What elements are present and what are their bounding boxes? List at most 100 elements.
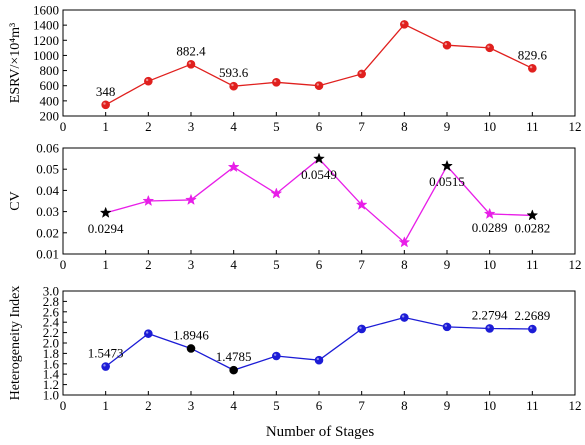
cv-data-point [483, 207, 496, 219]
cv-x-tick-label: 10 [483, 257, 496, 272]
esrv-y-tick-label: 200 [40, 109, 60, 124]
heterogeneity-x-tick-label: 12 [569, 398, 582, 413]
esrv-y-tick-label: 400 [40, 93, 60, 108]
heterogeneity-panel: 0 1 2 3 4 5 6 7 8 9 10 11 121.01.21.41.61.82.02.22.4… [8, 284, 582, 414]
heterogeneity-data-label: 2.2794 [472, 307, 508, 322]
esrv-data-point [144, 76, 153, 86]
cv-x-tick-label: 0 [60, 257, 67, 272]
heterogeneity-y-tick-label: 1.2 [43, 377, 59, 392]
cv-data-point [99, 206, 112, 218]
esrv-plot-frame [62, 9, 576, 117]
esrv-data-point [186, 60, 196, 69]
cv-x-tick-label: 4 [230, 257, 237, 272]
esrv-data-label: 882.4 [176, 43, 206, 58]
esrv-data-point-highlight [188, 61, 191, 65]
heterogeneity-y-axis-label: Heterogeneity Index [8, 286, 23, 401]
esrv-y-tick-label: 1400 [33, 18, 59, 33]
esrv-data-point [357, 69, 366, 79]
esrv-data-label: 829.6 [518, 47, 548, 62]
esrv-data-point-highlight [316, 83, 319, 86]
cv-x-tick-label: 3 [188, 257, 195, 272]
cv-x-tick-label: 6 [316, 257, 323, 272]
cv-x-tick-label: 7 [358, 257, 365, 272]
cv-x-tick-label: 9 [444, 257, 451, 272]
heterogeneity-y-tick-label: 2.4 [43, 315, 60, 330]
esrv-data-point-highlight [273, 79, 277, 83]
cv-data-label: 0.0515 [429, 174, 465, 189]
cv-y-tick-label: 0.06 [36, 141, 59, 156]
esrv-y-axis-label: ESRV/×10⁴m³ [8, 23, 23, 103]
cv-data-point [355, 198, 368, 210]
esrv-data-point-highlight [103, 102, 106, 105]
esrv-x-tick-label: 1 [102, 119, 109, 134]
cv-y-tick-label: 0.01 [36, 247, 59, 262]
esrv-data-point-highlight [444, 42, 447, 46]
cv-data-point [270, 187, 283, 199]
heterogeneity-x-tick-label: 10 [483, 398, 496, 413]
heterogeneity-data-point [485, 324, 494, 333]
cv-ticks: 0 1 2 3 4 5 6 7 8 9 10 11 120.010.020.030.040.050.06 [36, 141, 581, 273]
cv-data-label: 0.0294 [88, 221, 124, 236]
heterogeneity-data-point-highlight [487, 326, 490, 329]
heterogeneity-x-tick-label: 1 [102, 398, 109, 413]
cv-data-point [313, 152, 325, 164]
heterogeneity-data-point-highlight [401, 315, 405, 318]
heterogeneity-y-tick-label: 1.6 [43, 356, 60, 371]
esrv-data-label: 593.6 [219, 65, 249, 80]
heterogeneity-data-point [101, 362, 110, 371]
esrv-x-tick-label: 12 [569, 119, 582, 134]
cv-data-labels: 0.0294 0.0549 0.0515 0.0289 0.0282 [88, 167, 550, 236]
cv-data-point [185, 193, 197, 205]
cv-data-label: 0.0282 [514, 220, 550, 235]
esrv-x-tick-label: 0 [60, 119, 67, 134]
esrv-y-tick-label: 800 [40, 63, 60, 78]
heterogeneity-data-point-highlight [273, 353, 277, 356]
esrv-ticks: 0 1 2 3 4 5 6 7 8 9 10 11 12200400600800100012001400… [33, 3, 582, 135]
cv-x-tick-label: 2 [145, 257, 152, 272]
heterogeneity-x-tick-label: 8 [401, 398, 408, 413]
heterogeneity-data-point-highlight [529, 326, 533, 330]
heterogeneity-x-tick-label: 9 [444, 398, 451, 413]
esrv-x-tick-label: 11 [526, 119, 539, 134]
heterogeneity-data-point [229, 365, 238, 375]
esrv-y-tick-label: 600 [40, 78, 60, 93]
heterogeneity-data-point [314, 355, 324, 365]
heterogeneity-data-point-highlight [145, 331, 149, 334]
heterogeneity-ticks: 0 1 2 3 4 5 6 7 8 9 10 11 121.01.21.41.61.82.02.22.4… [43, 284, 582, 414]
cv-data-point [398, 236, 411, 248]
heterogeneity-y-tick-label: 1.4 [43, 367, 60, 382]
esrv-y-tick-label: 1000 [33, 48, 59, 63]
esrv-data-point [528, 64, 537, 73]
esrv-x-tick-label: 5 [273, 119, 280, 134]
heterogeneity-data-point [272, 351, 281, 361]
cv-x-tick-label: 8 [401, 257, 408, 272]
esrv-data-point-highlight [401, 21, 405, 25]
heterogeneity-data-point-highlight [316, 357, 319, 361]
heterogeneity-y-tick-label: 2.6 [43, 304, 60, 319]
heterogeneity-data-label: 1.4785 [216, 349, 252, 364]
heterogeneity-x-tick-label: 3 [188, 398, 195, 413]
heterogeneity-data-label: 1.5473 [88, 346, 124, 361]
heterogeneity-data-point [528, 324, 537, 334]
heterogeneity-x-tick-label: 5 [273, 398, 280, 413]
heterogeneity-y-tick-label: 2.0 [43, 336, 59, 351]
heterogeneity-data-point-highlight [444, 324, 447, 327]
esrv-x-tick-label: 10 [483, 119, 496, 134]
esrv-data-point-highlight [359, 71, 362, 74]
cv-data-point [227, 160, 240, 173]
heterogeneity-data-point-highlight [359, 326, 362, 329]
esrv-data-point-highlight [529, 65, 533, 69]
esrv-data-labels: 348 882.4 593.6 829.6 [96, 43, 548, 98]
cv-plot-frame [62, 147, 576, 255]
cv-data-point [526, 209, 539, 221]
heterogeneity-x-tick-label: 11 [526, 398, 539, 413]
esrv-y-tick-label: 1200 [33, 33, 59, 48]
cv-y-tick-label: 0.03 [36, 204, 59, 219]
esrv-series [101, 20, 537, 110]
heterogeneity-data-point-highlight [103, 364, 106, 367]
cv-x-tick-label: 12 [569, 257, 582, 272]
cv-x-tick-label: 1 [102, 257, 109, 272]
cv-y-tick-label: 0.04 [36, 183, 59, 198]
cv-x-tick-label: 11 [526, 257, 539, 272]
